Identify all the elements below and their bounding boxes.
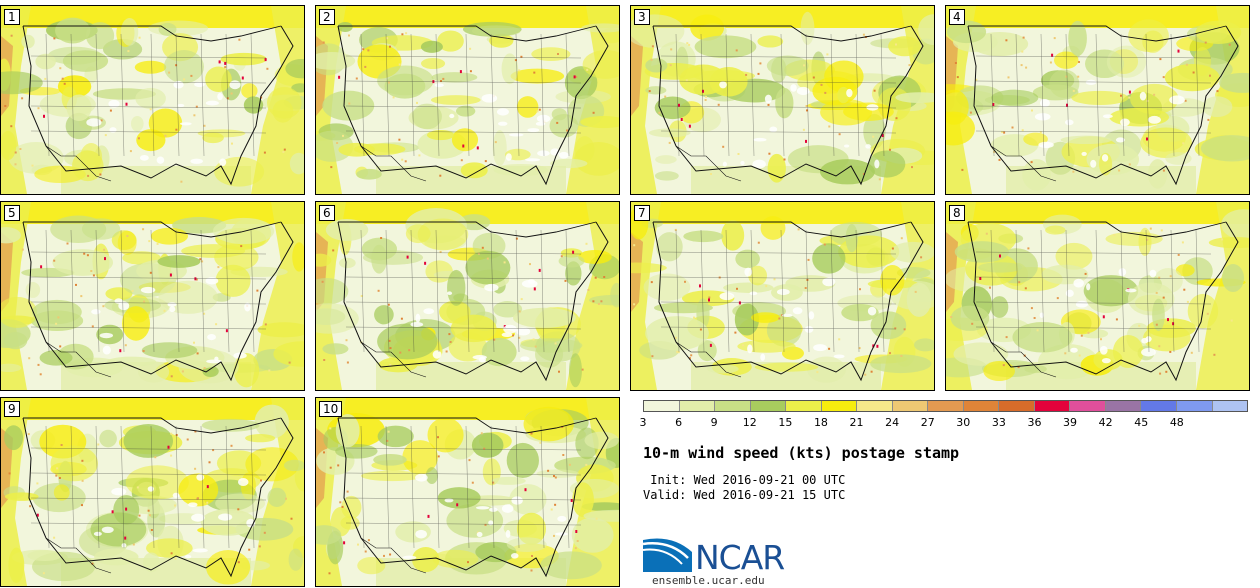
wind-speed-map [316,6,619,194]
wind-speed-map [946,202,1249,390]
colorbar-tick-label: 27 [920,416,935,429]
colorbar-tick-label: 3 [639,416,647,429]
init-time: Init: Wed 2016-09-21 00 UTC [643,473,846,487]
colorbar-tick-label: 33 [991,416,1006,429]
wind-speed-map [1,202,304,390]
valid-time: Valid: Wed 2016-09-21 15 UTC [643,488,846,502]
colorbar-segment [786,401,822,411]
member-number-label: 3 [634,9,650,25]
wind-speed-map [631,6,934,194]
wind-speed-map [1,398,304,586]
member-panel-8: 8 [945,201,1250,391]
ncar-logo-text: NCAR [695,538,785,577]
colorbar-tick-label: 21 [849,416,864,429]
colorbar-segment [644,401,680,411]
member-number-label: 6 [319,205,335,221]
ensemble-url: ensemble.ucar.edu [652,574,765,587]
chart-title: 10-m wind speed (kts) postage stamp [643,444,960,462]
colorbar-tick-label: 9 [710,416,718,429]
colorbar-tick-label: 39 [1063,416,1078,429]
colorbar-tick-label: 15 [778,416,793,429]
member-panel-1: 1 [0,5,305,195]
member-number-label: 8 [949,205,965,221]
ncar-logo-icon [642,538,692,572]
colorbar-segment [1105,401,1142,411]
colorbar-segment [963,401,1000,411]
wind-speed-map [631,202,934,390]
member-number-label: 2 [319,9,335,25]
colorbar-segment [750,401,787,411]
colorbar-tick-label: 48 [1169,416,1184,429]
member-number-label: 5 [4,205,20,221]
colorbar-segment [1212,401,1248,411]
colorbar-segment [1034,401,1071,411]
colorbar-tick-label: 6 [675,416,683,429]
member-panel-7: 7 [630,201,935,391]
member-panel-10: 10 [315,397,620,587]
colorbar-tick-label: 42 [1098,416,1113,429]
colorbar-segment [715,401,751,411]
member-panel-6: 6 [315,201,620,391]
colorbar-segment [1176,401,1213,411]
member-number-label: 10 [319,401,343,417]
member-panel-4: 4 [945,5,1250,195]
colorbar-segment [1141,401,1177,411]
colorbar-tick-label: 45 [1134,416,1149,429]
colorbar-segment [999,401,1035,411]
colorbar-segment [1070,401,1106,411]
member-number-label: 9 [4,401,20,417]
colorbar-tick-label: 12 [742,416,757,429]
member-panel-9: 9 [0,397,305,587]
colorbar-segment [928,401,964,411]
member-number-label: 4 [949,9,965,25]
member-number-label: 7 [634,205,650,221]
colorbar-segment [821,401,858,411]
member-panel-2: 2 [315,5,620,195]
colorbar-segment [857,401,893,411]
wind-speed-map [1,6,304,194]
member-number-label: 1 [4,9,20,25]
colorbar-tick-label: 18 [813,416,828,429]
colorbar-tick-label: 36 [1027,416,1042,429]
wind-speed-map [946,6,1249,194]
colorbar-segment [892,401,929,411]
member-panel-5: 5 [0,201,305,391]
colorbar-segment [679,401,716,411]
member-panel-3: 3 [630,5,935,195]
colorbar-tick-label: 24 [885,416,900,429]
colorbar-tick-label: 30 [956,416,971,429]
wind-speed-map [316,202,619,390]
wind-speed-map [316,398,619,586]
colorbar [643,400,1248,412]
